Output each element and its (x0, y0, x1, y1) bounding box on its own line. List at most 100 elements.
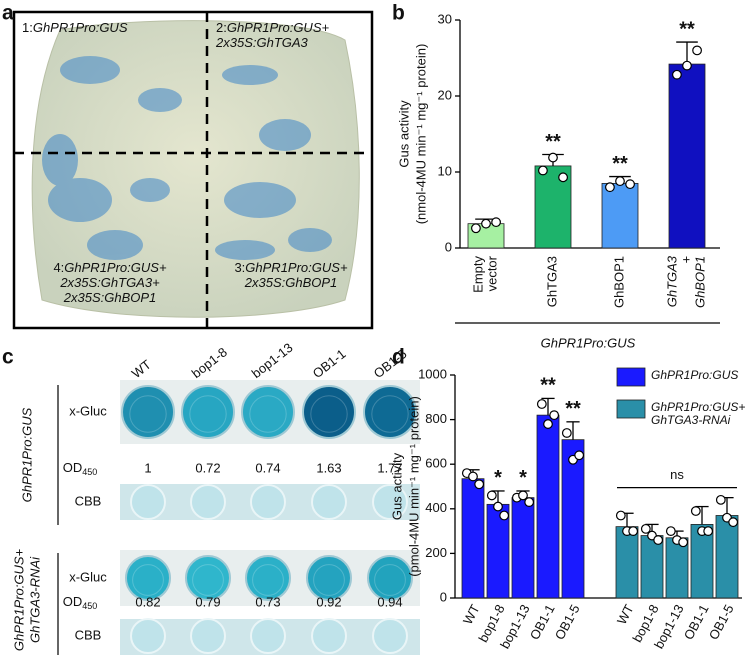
bar (461, 478, 485, 599)
data-point (524, 497, 535, 508)
bar (640, 535, 664, 599)
well-inner (132, 564, 164, 596)
bar (715, 515, 739, 599)
cbb-well (311, 618, 347, 654)
row-label: OD450 (63, 460, 98, 477)
label-text: GhPR1Pro:GUS (651, 368, 739, 382)
y-tick-label: 0 (445, 239, 452, 254)
label-text: 2x35S:GhTGA3 (216, 35, 308, 50)
panel-letter: c (2, 346, 14, 369)
row-label: x-Gluc (69, 403, 107, 418)
cbb-well (372, 618, 408, 654)
well-inner (371, 395, 409, 433)
bar (615, 526, 639, 599)
y-axis-label: Gus activity (389, 452, 404, 520)
data-point (474, 479, 485, 490)
bar (668, 63, 706, 249)
data-point (486, 490, 497, 501)
cbb-well (250, 618, 286, 654)
significance: ** (565, 398, 581, 420)
data-point (653, 535, 664, 545)
x-tick-label: OB1-5 (552, 602, 583, 642)
quadrant-label: 1:GhPR1Pro:GUS (22, 20, 128, 35)
quadrant-label: 2:GhPR1Pro:GUS+ 2x35S:GhTGA3 (216, 20, 329, 50)
od-label: OD (63, 460, 83, 475)
od-value: 0.94 (377, 594, 402, 609)
label-text: GhPR1Pro:GUS+ (245, 260, 348, 275)
label-line: 1:GhPR1Pro:GUS (22, 20, 128, 35)
data-point (481, 218, 491, 229)
row-label: x-Gluc (69, 569, 107, 584)
label-text: 2x35S:GhBOP1 (63, 290, 157, 305)
significance: ** (612, 153, 628, 175)
od-value: 0.92 (316, 594, 341, 609)
data-point (640, 523, 651, 534)
od-value: 0.72 (195, 460, 220, 475)
label-text: 3: (234, 260, 246, 275)
x-tick-label: Empty (470, 256, 485, 293)
data-point (491, 217, 501, 228)
od-subscript: 450 (82, 467, 97, 477)
data-point (628, 526, 639, 536)
significance: ** (545, 131, 561, 153)
cbb-well (190, 484, 226, 520)
x-tick-label: WT (460, 602, 483, 627)
bar (601, 182, 639, 249)
data-point (692, 45, 702, 56)
label-text: 2: (216, 20, 227, 35)
data-point (625, 179, 635, 190)
column-label: bop1-13 (249, 340, 296, 381)
cbb-well (311, 484, 347, 520)
data-point (548, 152, 558, 163)
well-inner (189, 395, 227, 433)
x-tick-label: + (678, 256, 693, 264)
well-inner (129, 395, 167, 433)
data-point (558, 172, 568, 183)
column-label: WT (129, 357, 154, 381)
well-inner (310, 395, 348, 433)
data-point (561, 428, 572, 438)
y-tick-label: 30 (438, 11, 452, 26)
group-label: GhTGA3-RNAi (27, 556, 42, 643)
x-tick-label: GhBOP1 (692, 256, 707, 308)
legend-label: GhPR1Pro:GUS (651, 369, 749, 382)
data-point (468, 471, 478, 482)
cbb-well (372, 484, 408, 520)
y-axis-label: (pmol-4MU min⁻¹ mg⁻¹ protein) (406, 396, 421, 577)
od-value: 0.79 (195, 594, 220, 609)
x-tick-label: vector (484, 255, 499, 291)
y-axis-label: (nmol-4MU min⁻¹ mg⁻¹ protein) (413, 44, 428, 225)
data-point (538, 165, 548, 176)
label-text: 4: (53, 260, 65, 275)
y-tick-label: 200 (425, 545, 447, 560)
label-line: 2x35S:GhTGA3+ (20, 275, 200, 290)
data-point (682, 60, 692, 71)
data-point (499, 510, 510, 521)
well-inner (252, 564, 284, 596)
od-value: 0.74 (255, 460, 280, 475)
data-point (665, 526, 676, 536)
bar (536, 414, 560, 599)
label-text: 2x35S:GhBOP1 (244, 275, 338, 290)
label-line: 3:GhPR1Pro:GUS+ (216, 260, 366, 275)
label-text: GhPR1Pro:GUS (32, 20, 128, 35)
quadrant-label: 4:GhPR1Pro:GUS+ 2x35S:GhTGA3+ 2x35S:GhBOP1 (20, 260, 200, 305)
data-point (536, 399, 547, 409)
od-value: 1.63 (316, 460, 341, 475)
row-label: CBB (75, 493, 102, 508)
well-inner (313, 564, 345, 596)
significance: ** (540, 375, 556, 397)
data-point (615, 510, 626, 521)
y-tick-label: 600 (425, 456, 447, 471)
data-point (605, 182, 615, 193)
x-tick-label: GhTGA3 (544, 256, 559, 307)
bar (511, 497, 535, 599)
data-point (518, 490, 528, 501)
data-point (672, 69, 682, 80)
data-point (471, 223, 481, 234)
y-tick-label: 800 (425, 411, 447, 426)
data-point (690, 506, 701, 516)
row-label: OD450 (63, 594, 98, 611)
